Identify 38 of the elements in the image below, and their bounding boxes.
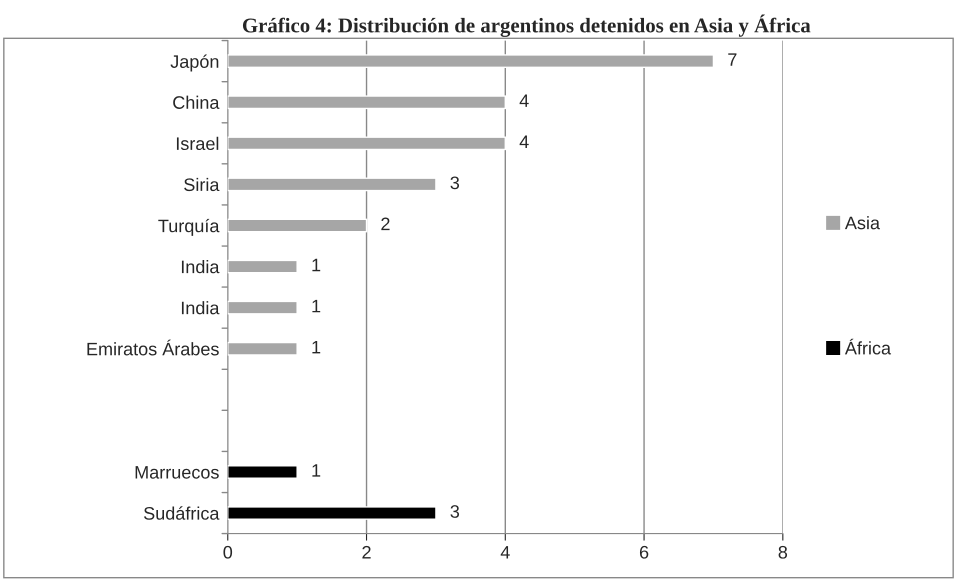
y-tick-label: Japón xyxy=(170,54,218,72)
bar xyxy=(228,178,437,192)
y-tick-label: Sudáfrica xyxy=(144,506,220,520)
y-tick-label: Siria xyxy=(184,178,220,192)
data-label: 3 xyxy=(450,176,460,190)
y-tick-label: India xyxy=(182,301,220,314)
legend-label: Asia xyxy=(844,216,880,230)
bar xyxy=(228,300,298,314)
bar xyxy=(228,260,298,274)
legend-label: África xyxy=(844,338,892,355)
chart-title: Gráfico 4: Distribución de argentinos detenidos en Asia y África xyxy=(242,14,810,37)
data-label: 1 xyxy=(312,464,320,477)
data-label: 4 xyxy=(520,136,529,148)
y-tick-label: China xyxy=(173,96,220,109)
x-tick-label: 2 xyxy=(362,546,371,558)
bar xyxy=(228,342,298,356)
bar xyxy=(228,95,506,110)
data-label: 1 xyxy=(312,258,320,272)
data-label: 4 xyxy=(520,94,529,107)
x-tick-label: 0 xyxy=(223,546,232,559)
data-label: 3 xyxy=(450,505,460,518)
bar xyxy=(228,218,368,232)
data-label: 2 xyxy=(381,218,390,230)
y-tick-label: Marruecos xyxy=(136,466,219,479)
bar xyxy=(228,54,714,68)
data-label: 1 xyxy=(312,340,320,354)
x-tick-label: 8 xyxy=(778,546,788,559)
y-tick-label: Emiratos Árabes xyxy=(87,340,219,356)
bar xyxy=(228,506,437,520)
bar xyxy=(228,136,506,150)
y-tick-label: India xyxy=(182,260,220,274)
data-label: 7 xyxy=(728,53,736,66)
bar xyxy=(228,465,298,479)
data-label: 1 xyxy=(312,300,320,312)
y-tick-label: Israel xyxy=(176,136,218,150)
y-tick-label: Turquía xyxy=(158,218,220,236)
x-tick-label: 6 xyxy=(640,546,648,559)
x-tick-label: 4 xyxy=(500,546,510,558)
